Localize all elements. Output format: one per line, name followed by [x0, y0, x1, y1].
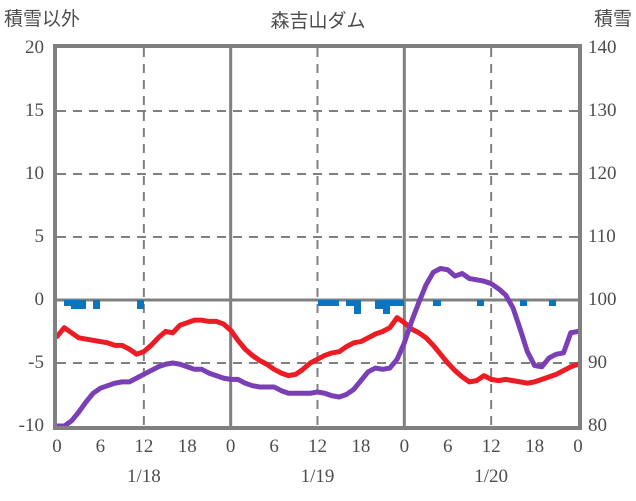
left-axis-title: 積雪以外	[4, 9, 81, 30]
day-label: 1/19	[300, 466, 335, 487]
y-tick-left: 10	[25, 163, 44, 184]
precipitation-bar	[375, 300, 383, 309]
y-tick-left: 5	[34, 226, 45, 247]
y-tick-right: 80	[588, 415, 607, 436]
plot-area	[53, 44, 582, 430]
precipitation-bar	[353, 300, 361, 314]
x-tick: 18	[351, 436, 371, 457]
x-tick: 12	[308, 436, 327, 457]
x-tick: 0	[399, 436, 410, 457]
y-tick-right: 100	[588, 289, 617, 310]
x-tick: 6	[443, 436, 453, 457]
x-tick: 6	[269, 436, 279, 457]
precipitation-bar	[136, 300, 144, 309]
y-tick-left: 0	[34, 289, 45, 310]
gridlines	[57, 48, 578, 426]
day-label: 1/18	[126, 466, 161, 487]
x-tick: 12	[134, 436, 154, 457]
y-tick-right: 120	[588, 163, 617, 184]
series-lines	[57, 266, 578, 426]
x-tick: 0	[225, 436, 236, 457]
precipitation-bar	[71, 300, 86, 309]
y-tick-left: 15	[25, 100, 44, 121]
precipitation-bar	[389, 300, 405, 307]
precipitation-bar	[549, 300, 557, 307]
precipitation-bar	[93, 300, 101, 309]
x-tick: 12	[481, 436, 501, 457]
x-tick: 18	[177, 436, 197, 457]
y-tick-right: 90	[588, 352, 607, 373]
x-tick: 0	[52, 436, 62, 457]
y-tick-right: 140	[588, 37, 617, 58]
y-tick-right: 130	[588, 100, 617, 121]
precipitation-bar	[476, 300, 484, 307]
x-tick: 6	[95, 436, 106, 457]
y-tick-left: -10	[18, 415, 44, 436]
chart-title: 森吉山ダム	[270, 11, 366, 32]
x-tick: 18	[525, 436, 545, 457]
x-tick: 0	[573, 436, 583, 457]
precipitation-bar	[382, 300, 390, 314]
y-tick-left: 20	[25, 37, 44, 58]
day-label: 1/20	[474, 466, 509, 487]
precipitation-bar	[317, 300, 340, 307]
right-axis-title: 積雪	[593, 9, 632, 30]
y-tick-right: 110	[588, 226, 616, 247]
y-tick-left: -5	[28, 352, 44, 373]
precipitation-bar	[433, 300, 441, 307]
precipitation-bar	[64, 300, 72, 307]
precipitation-bar	[520, 300, 528, 307]
plot-inner	[57, 48, 578, 426]
